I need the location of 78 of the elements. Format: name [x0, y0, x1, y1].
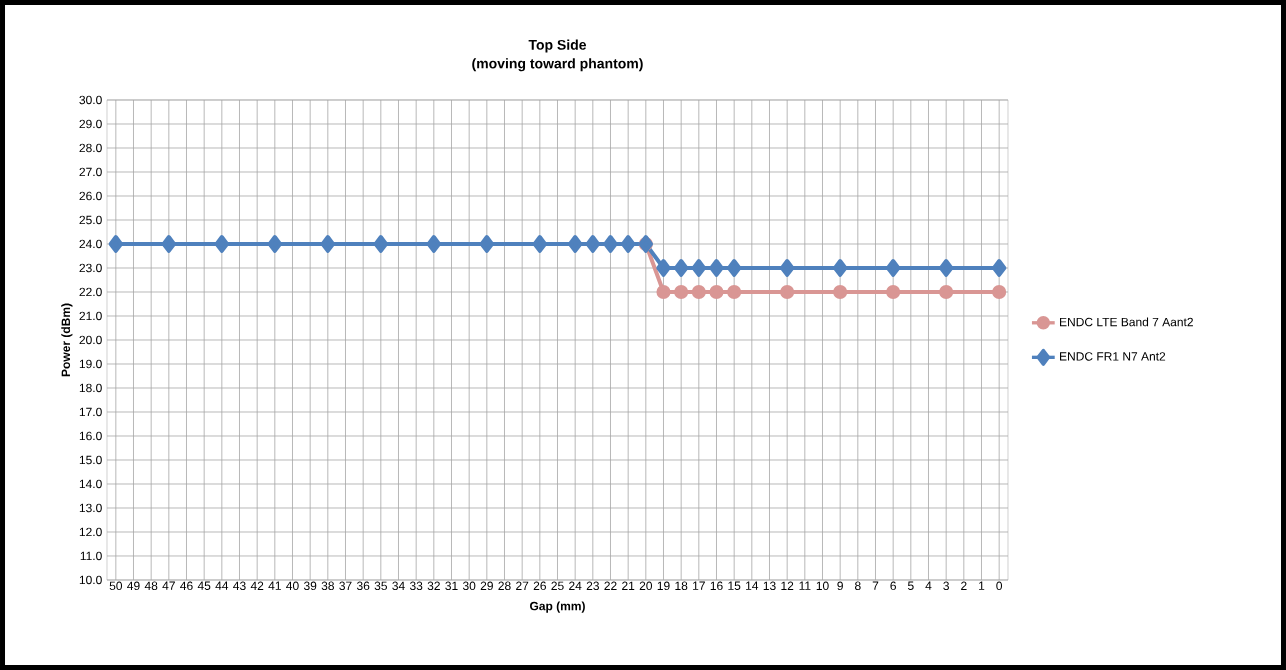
- x-tick-label: 0: [996, 581, 1003, 591]
- x-tick-label: 41: [268, 581, 281, 590]
- x-tick-label: 17: [693, 581, 705, 590]
- x-tick-label: 14: [746, 581, 759, 590]
- x-tick-label: 42: [250, 581, 264, 590]
- x-tick-label: 43: [233, 581, 246, 591]
- x-tick-label: 39: [303, 581, 317, 591]
- y-tick-label: 23.0: [79, 263, 102, 273]
- x-tick-label: 47: [162, 581, 175, 590]
- x-tick-label: 33: [409, 581, 423, 591]
- x-tick-label: 12: [781, 581, 794, 590]
- x-tick-label: 32: [427, 581, 440, 591]
- x-tick-label: 23: [586, 581, 599, 591]
- x-tick-label: 22: [604, 581, 617, 590]
- x-tick-label: 6: [890, 581, 896, 591]
- y-tick-label: 13.0: [79, 503, 102, 513]
- y-tick-label: 21.0: [79, 311, 102, 321]
- x-tick-label: 48: [144, 581, 158, 591]
- y-tick-label: 17.0: [79, 407, 102, 417]
- y-tick-label: 28.0: [79, 143, 102, 153]
- x-tick-label: 25: [551, 581, 564, 591]
- y-tick-label: 29.0: [79, 119, 102, 129]
- x-tick-label: 8: [855, 581, 861, 591]
- x-tick-label: 4: [925, 581, 932, 590]
- x-tick-label: 1: [979, 581, 985, 590]
- y-tick-label: 26.0: [79, 191, 102, 201]
- y-axis-title: Power (dBm): [61, 303, 73, 377]
- x-tick-label: 11: [799, 581, 811, 590]
- x-tick-label: 28: [498, 581, 511, 591]
- y-tick-label: 10.0: [79, 575, 102, 585]
- x-tick-label: 21: [622, 581, 635, 590]
- legend-label: ENDC FR1 N7 Ant2: [1060, 352, 1166, 361]
- x-tick-label: 37: [339, 581, 352, 591]
- x-tick-label: 9: [837, 581, 843, 591]
- legend-label: ENDC LTE Band 7 Aant2: [1060, 317, 1193, 327]
- x-tick-label: 10: [816, 581, 829, 591]
- y-tick-label: 22.0: [79, 287, 102, 297]
- x-tick-label: 40: [286, 581, 299, 591]
- x-tick-label: 34: [392, 581, 405, 591]
- x-tick-label: 50: [109, 581, 123, 591]
- x-tick-label: 7: [872, 581, 879, 590]
- x-tick-label: 31: [445, 581, 458, 591]
- x-tick-label: 38: [321, 581, 334, 591]
- x-tick-label: 16: [710, 581, 723, 591]
- x-tick-label: 18: [675, 581, 688, 591]
- y-tick-label: 18.0: [79, 383, 102, 393]
- x-tick-label: 44: [215, 581, 229, 590]
- y-tick-label: 27.0: [79, 167, 102, 177]
- y-tick-label: 24.0: [79, 239, 102, 249]
- x-tick-label: 46: [180, 581, 193, 591]
- x-tick-label: 30: [462, 581, 476, 591]
- y-tick-label: 16.0: [79, 431, 102, 441]
- x-tick-label: 24: [569, 581, 582, 590]
- x-tick-label: 45: [197, 581, 211, 590]
- x-tick-label: 27: [516, 581, 529, 590]
- x-tick-label: 36: [356, 581, 370, 591]
- y-tick-label: 30.0: [79, 95, 102, 105]
- x-tick-label: 19: [657, 581, 670, 591]
- x-tick-label: 2: [961, 581, 967, 590]
- y-tick-label: 19.0: [79, 359, 102, 369]
- x-tick-label: 13: [763, 581, 776, 591]
- y-tick-label: 14.0: [79, 479, 102, 489]
- y-tick-label: 12.0: [79, 527, 102, 537]
- x-tick-label: 3: [943, 581, 949, 591]
- x-tick-label: 5: [907, 581, 914, 590]
- x-tick-label: 35: [374, 581, 387, 591]
- x-tick-label: 29: [480, 581, 493, 591]
- y-tick-label: 25.0: [79, 215, 102, 225]
- x-tick-label: 20: [639, 581, 653, 591]
- chart-subtitle: (moving toward phantom): [472, 58, 643, 72]
- x-axis-title: Gap (mm): [529, 601, 585, 613]
- x-tick-label: 15: [728, 581, 741, 590]
- y-tick-label: 11.0: [80, 551, 102, 561]
- y-tick-label: 20.0: [79, 335, 102, 345]
- chart-title: Top Side: [528, 39, 587, 53]
- x-tick-label: 49: [127, 581, 140, 591]
- x-tick-label: 26: [533, 581, 546, 591]
- y-tick-label: 15.0: [79, 455, 102, 465]
